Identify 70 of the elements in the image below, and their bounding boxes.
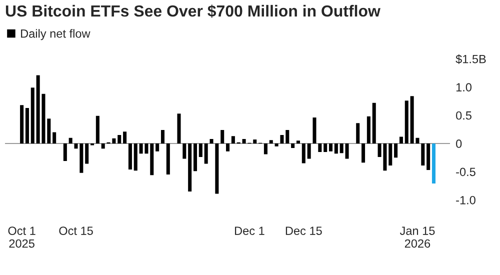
bar	[421, 143, 425, 166]
bar	[85, 143, 89, 164]
bar	[193, 143, 198, 172]
bar	[345, 143, 349, 159]
bar	[204, 143, 208, 164]
bar	[432, 143, 436, 184]
bar	[20, 105, 24, 144]
bar	[226, 143, 230, 152]
bar	[318, 143, 322, 152]
y-tick-label: 0	[456, 140, 462, 148]
bar	[166, 143, 170, 175]
bar	[372, 102, 376, 144]
bar	[388, 143, 392, 166]
bar	[328, 143, 333, 152]
bar	[68, 138, 72, 144]
bar	[286, 130, 290, 144]
bar	[156, 143, 160, 152]
y-tick-label: $1.5B	[456, 54, 486, 64]
bar	[269, 140, 273, 144]
bar	[302, 143, 306, 164]
bar	[101, 143, 105, 149]
bar	[52, 132, 56, 144]
bar	[118, 135, 122, 144]
bar	[150, 143, 154, 176]
bar	[220, 130, 224, 144]
bar	[280, 135, 284, 144]
legend-label: Daily net flow	[21, 29, 90, 40]
x-tick-label: Oct 15	[59, 226, 93, 235]
bar	[399, 136, 403, 144]
bar	[30, 88, 34, 144]
bar	[25, 108, 29, 144]
y-tick-label: -0.5	[456, 168, 476, 176]
bar	[215, 143, 219, 194]
bar	[334, 143, 338, 154]
bar	[210, 138, 214, 144]
chart-title: US Bitcoin ETFs See Over $700 Million in Outflow	[6, 4, 380, 18]
bar	[253, 140, 257, 144]
bar	[128, 143, 132, 170]
bar	[356, 123, 360, 144]
bar	[274, 143, 278, 146]
bar	[177, 114, 181, 144]
bar	[394, 143, 398, 158]
x-tick-label: Oct 1 2025	[8, 226, 36, 248]
x-tick-label: Dec 1	[235, 226, 264, 235]
bar	[198, 143, 202, 158]
bar	[404, 100, 408, 144]
bar	[160, 130, 164, 144]
bar	[296, 140, 300, 144]
bar	[312, 118, 316, 144]
bar	[340, 143, 344, 154]
bar	[182, 143, 186, 159]
bar	[63, 143, 67, 161]
bar	[96, 116, 100, 144]
bar	[264, 143, 268, 154]
bar	[362, 143, 366, 163]
y-tick-label: 0.5	[456, 111, 472, 120]
bar	[291, 143, 295, 148]
bar	[307, 143, 311, 159]
bar	[231, 136, 235, 144]
x-tick-label: Dec 15	[286, 226, 322, 235]
y-tick-label: -1.0	[456, 196, 476, 204]
x-tick-label: Jan 15 2026	[400, 226, 435, 248]
bar	[123, 132, 127, 144]
bar	[324, 143, 328, 152]
bar	[188, 143, 192, 192]
bar	[366, 116, 370, 144]
bar	[426, 143, 430, 170]
bar	[47, 118, 51, 144]
bar	[134, 143, 138, 171]
y-tick-label: 1.0	[456, 83, 472, 92]
